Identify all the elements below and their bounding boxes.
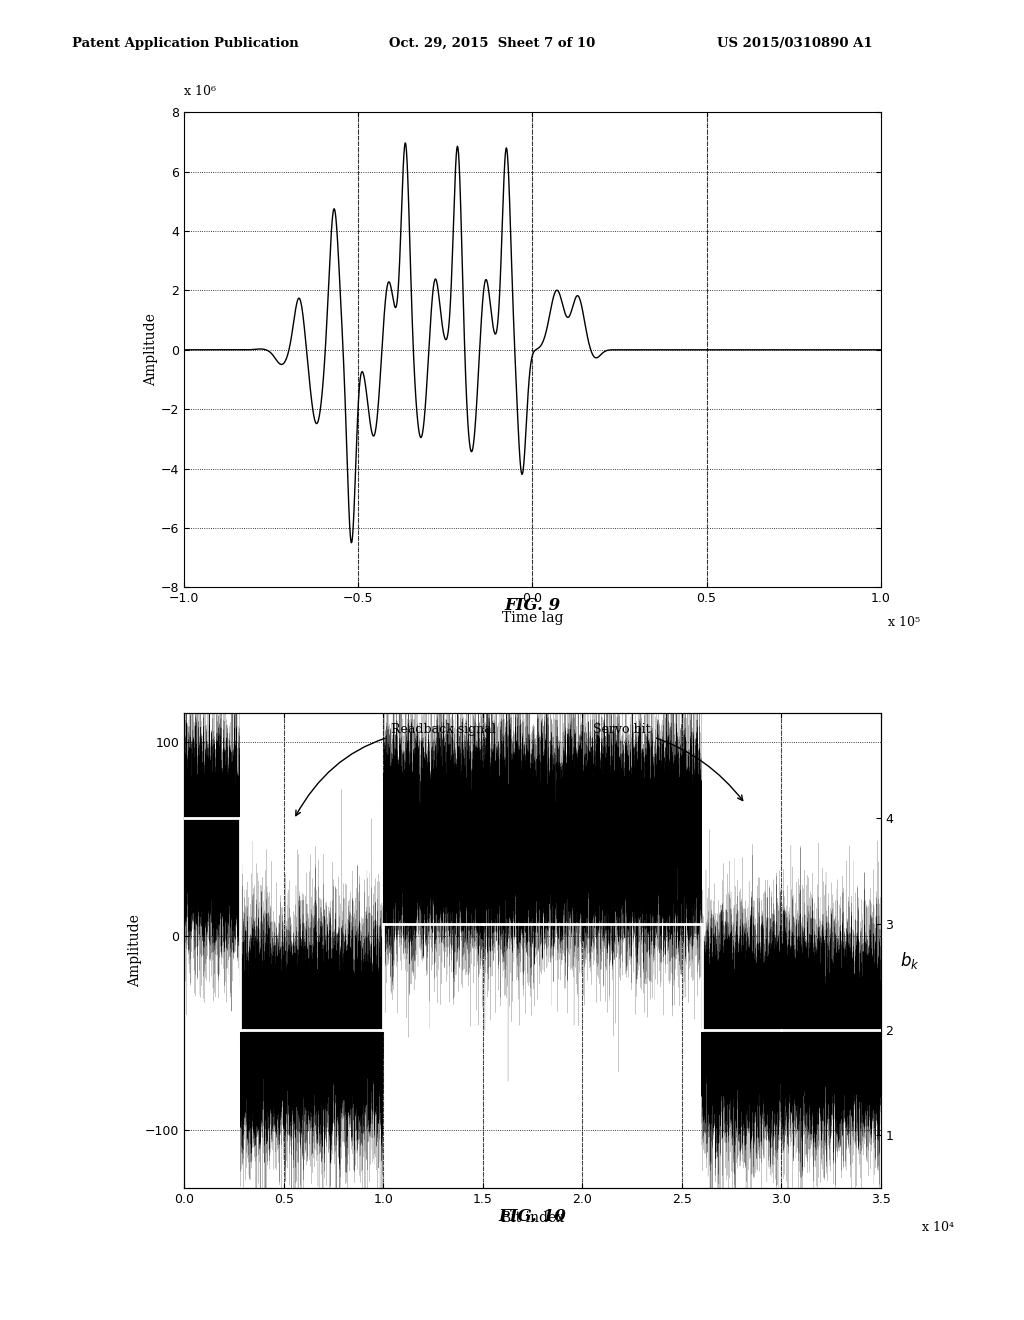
X-axis label: Bit index: Bit index [501, 1212, 564, 1225]
Text: Readback signal: Readback signal [296, 723, 496, 816]
Y-axis label: Amplitude: Amplitude [128, 913, 142, 987]
Y-axis label: $b_k$: $b_k$ [900, 950, 920, 972]
Text: FIG. 10: FIG. 10 [499, 1208, 566, 1225]
Text: Oct. 29, 2015  Sheet 7 of 10: Oct. 29, 2015 Sheet 7 of 10 [389, 37, 595, 50]
Text: x 10⁶: x 10⁶ [184, 84, 216, 98]
Text: Servo bit: Servo bit [593, 723, 742, 800]
Text: Patent Application Publication: Patent Application Publication [72, 37, 298, 50]
Text: x 10⁵: x 10⁵ [888, 616, 920, 628]
Text: FIG. 9: FIG. 9 [505, 597, 560, 614]
Y-axis label: Amplitude: Amplitude [144, 313, 158, 387]
Text: US 2015/0310890 A1: US 2015/0310890 A1 [717, 37, 872, 50]
X-axis label: Time lag: Time lag [502, 611, 563, 624]
Text: x 10⁴: x 10⁴ [923, 1221, 954, 1234]
